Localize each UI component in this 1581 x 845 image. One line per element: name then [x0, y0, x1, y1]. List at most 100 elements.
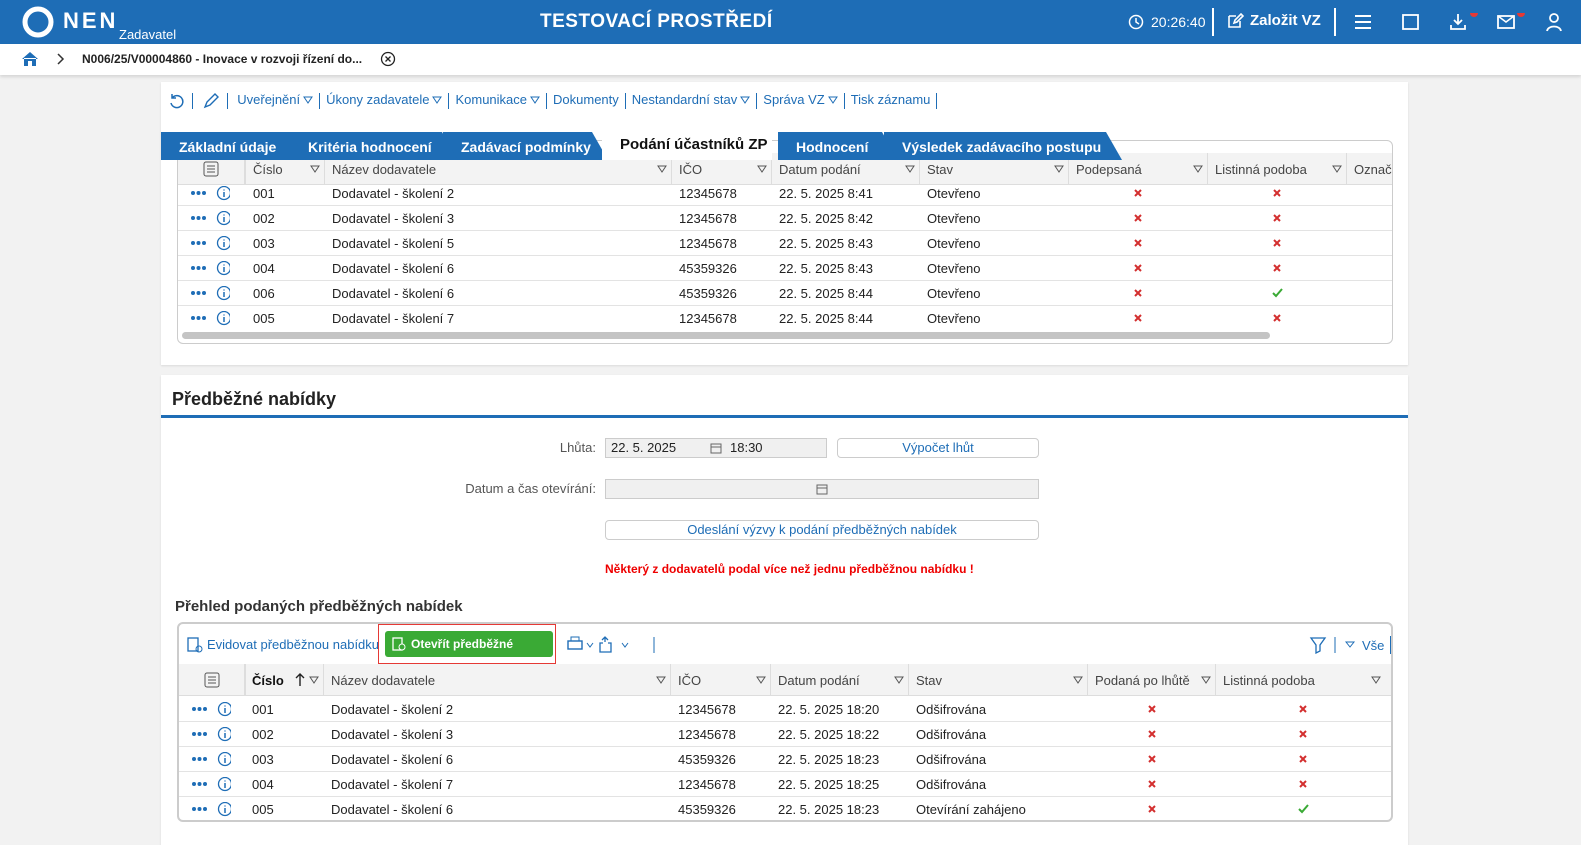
- check-icon: [1298, 804, 1310, 816]
- logo-sub: Zadavatel: [119, 27, 176, 42]
- tab[interactable]: Základní údaje: [161, 132, 306, 160]
- sort-filter[interactable]: [1193, 165, 1203, 181]
- tab[interactable]: Výsledek zadávacího postupu: [884, 132, 1122, 160]
- tab[interactable]: Podání účastníků ZP: [602, 130, 772, 160]
- cell: 002: [252, 727, 274, 742]
- cell: 12345678: [678, 727, 736, 742]
- home-icon[interactable]: [21, 51, 39, 67]
- row-actions[interactable]: [190, 236, 230, 252]
- sort-filter[interactable]: [1332, 165, 1342, 181]
- cell: 003: [253, 236, 275, 251]
- row-actions[interactable]: [190, 261, 230, 277]
- edit-icon[interactable]: [203, 93, 221, 109]
- print-export-icons[interactable]: [567, 636, 667, 654]
- cross-icon: [1133, 188, 1145, 200]
- toolbar-item[interactable]: Dokumenty: [553, 92, 619, 107]
- close-icon[interactable]: [380, 51, 396, 67]
- cell: 22. 5. 2025 8:43: [779, 261, 873, 276]
- opening-label: Datum a čas otevírání:: [400, 481, 596, 496]
- tab[interactable]: Hodnocení: [778, 132, 898, 160]
- column-header[interactable]: Název dodavatele: [332, 162, 436, 177]
- send-button[interactable]: Odeslání výzvy k podání předběžných nabí…: [605, 520, 1039, 540]
- sort-filter[interactable]: [894, 676, 904, 692]
- column-header[interactable]: Označ: [1354, 162, 1392, 177]
- cell: 12345678: [678, 777, 736, 792]
- row-actions[interactable]: [190, 286, 230, 302]
- register-button[interactable]: Evidovat předběžnou nabídku: [207, 637, 379, 652]
- cross-icon: [1147, 804, 1159, 816]
- column-header[interactable]: Číslo: [252, 673, 284, 688]
- sort-filter[interactable]: [1073, 676, 1083, 692]
- tab[interactable]: Kritéria hodnocení: [290, 132, 458, 160]
- column-header[interactable]: Listinná podoba: [1215, 162, 1307, 177]
- sort-filter[interactable]: [905, 165, 915, 181]
- cross-icon: [1147, 704, 1159, 716]
- sort-filter[interactable]: [756, 676, 766, 692]
- row-actions[interactable]: [191, 727, 231, 743]
- sort-filter[interactable]: [1054, 165, 1064, 181]
- column-header[interactable]: Datum podání: [779, 162, 861, 177]
- cell: Dodavatel - školení 5: [332, 236, 454, 251]
- sort-filter[interactable]: [1201, 676, 1211, 692]
- open-icon: [392, 637, 406, 651]
- warning: Některý z dodavatelů podal více než jedn…: [605, 562, 974, 576]
- cross-icon: [1298, 729, 1310, 741]
- cell: Otevřeno: [927, 311, 980, 326]
- cross-icon: [1298, 779, 1310, 791]
- row-actions[interactable]: [191, 702, 231, 718]
- toolbar-item[interactable]: Správa VZ: [763, 92, 824, 107]
- column-header[interactable]: IČO: [679, 162, 702, 177]
- column-header[interactable]: Podepsaná: [1076, 162, 1142, 177]
- open-button[interactable]: Otevřít předběžné nabídky: [385, 631, 553, 657]
- separator: [448, 93, 449, 109]
- toolbar-item[interactable]: Nestandardní stav: [632, 92, 738, 107]
- toolbar-item[interactable]: Komunikace: [455, 92, 527, 107]
- column-header[interactable]: Listinná podoba: [1223, 673, 1315, 688]
- calc-button[interactable]: Výpočet lhůt: [837, 438, 1039, 458]
- calendar-icon[interactable]: [710, 442, 722, 454]
- filter-icon[interactable]: [1309, 636, 1359, 654]
- column-header[interactable]: Stav: [916, 673, 942, 688]
- register-icon: [187, 637, 203, 653]
- row: 005Dodavatel - školení 71234567822. 5. 2…: [178, 306, 1392, 331]
- row-actions[interactable]: [190, 211, 230, 227]
- sort-filter[interactable]: [309, 676, 319, 692]
- row-actions[interactable]: [190, 311, 230, 327]
- cell: 22. 5. 2025 18:25: [778, 777, 879, 792]
- deadline-input[interactable]: 22. 5. 2025 18:30: [605, 438, 827, 458]
- header-icons[interactable]: [1354, 13, 1564, 33]
- row-actions[interactable]: [191, 802, 231, 818]
- column-header[interactable]: Podaná po lhůtě: [1095, 673, 1190, 688]
- breadcrumb-item[interactable]: N006/25/V00004860 - Inovace v rozvoji ří…: [82, 52, 362, 66]
- sort-filter[interactable]: [656, 676, 666, 692]
- sort-filter[interactable]: [310, 165, 320, 181]
- row-actions[interactable]: [190, 186, 230, 202]
- toolbar-item[interactable]: Tisk záznamu: [851, 92, 931, 107]
- tab[interactable]: Zadávací podmínky: [443, 132, 608, 160]
- filter-all[interactable]: Vše: [1362, 638, 1384, 653]
- toolbar-item[interactable]: Uveřejnění: [237, 92, 300, 107]
- sort-filter[interactable]: [757, 165, 767, 181]
- row: 005Dodavatel - školení 64535932622. 5. 2…: [179, 797, 1393, 822]
- column-header[interactable]: Číslo: [253, 162, 283, 177]
- refresh-icon[interactable]: [168, 93, 186, 109]
- create-button[interactable]: Založit VZ: [1250, 12, 1321, 29]
- caret: [303, 96, 313, 104]
- offers-table: Číslo Název dodavatele IČO Datum podání Stav…: [177, 140, 1393, 344]
- sort-asc[interactable]: [294, 672, 306, 688]
- column-header[interactable]: IČO: [678, 673, 701, 688]
- row: 006Dodavatel - školení 64535932622. 5. 2…: [178, 281, 1392, 306]
- toolbar-item[interactable]: Úkony zadavatele: [326, 92, 429, 107]
- cell: Otevírání zahájeno: [916, 802, 1026, 817]
- column-header[interactable]: Datum podání: [778, 673, 860, 688]
- row-actions[interactable]: [191, 777, 231, 793]
- column-separator: [323, 664, 324, 696]
- column-header[interactable]: Stav: [927, 162, 953, 177]
- sort-filter[interactable]: [1371, 676, 1381, 692]
- column-settings[interactable]: [203, 161, 243, 177]
- sort-filter[interactable]: [657, 165, 667, 181]
- column-header[interactable]: Název dodavatele: [331, 673, 435, 688]
- row-actions[interactable]: [191, 752, 231, 768]
- column-settings[interactable]: [204, 672, 244, 688]
